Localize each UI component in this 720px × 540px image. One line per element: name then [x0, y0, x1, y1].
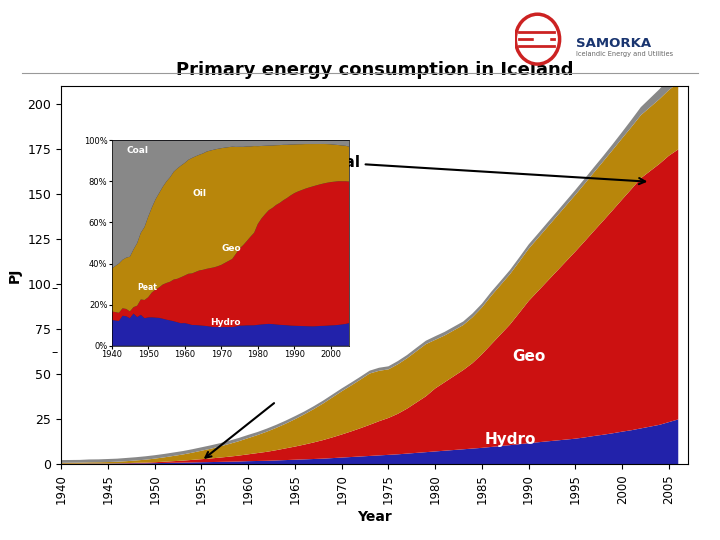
Text: Coal: Coal — [126, 146, 148, 155]
Text: Peat: Peat — [138, 283, 157, 292]
Text: Geo: Geo — [512, 349, 545, 364]
Text: –: – — [52, 346, 58, 359]
Title: Primary energy consumption in Iceland: Primary energy consumption in Iceland — [176, 61, 573, 79]
Text: Oil: Oil — [451, 262, 475, 278]
Text: –: – — [52, 282, 58, 295]
Text: Icelandic Energy and Utilities: Icelandic Energy and Utilities — [576, 51, 673, 57]
Text: Oil: Oil — [192, 189, 206, 198]
Text: Geo: Geo — [221, 244, 241, 253]
Ellipse shape — [516, 14, 559, 64]
X-axis label: Year: Year — [357, 510, 392, 524]
Text: Hydro: Hydro — [485, 431, 536, 447]
Y-axis label: PJ: PJ — [8, 268, 22, 283]
Text: SAMORKA: SAMORKA — [576, 37, 651, 50]
Text: Hydro: Hydro — [210, 318, 240, 327]
Text: Coal: Coal — [323, 156, 645, 184]
